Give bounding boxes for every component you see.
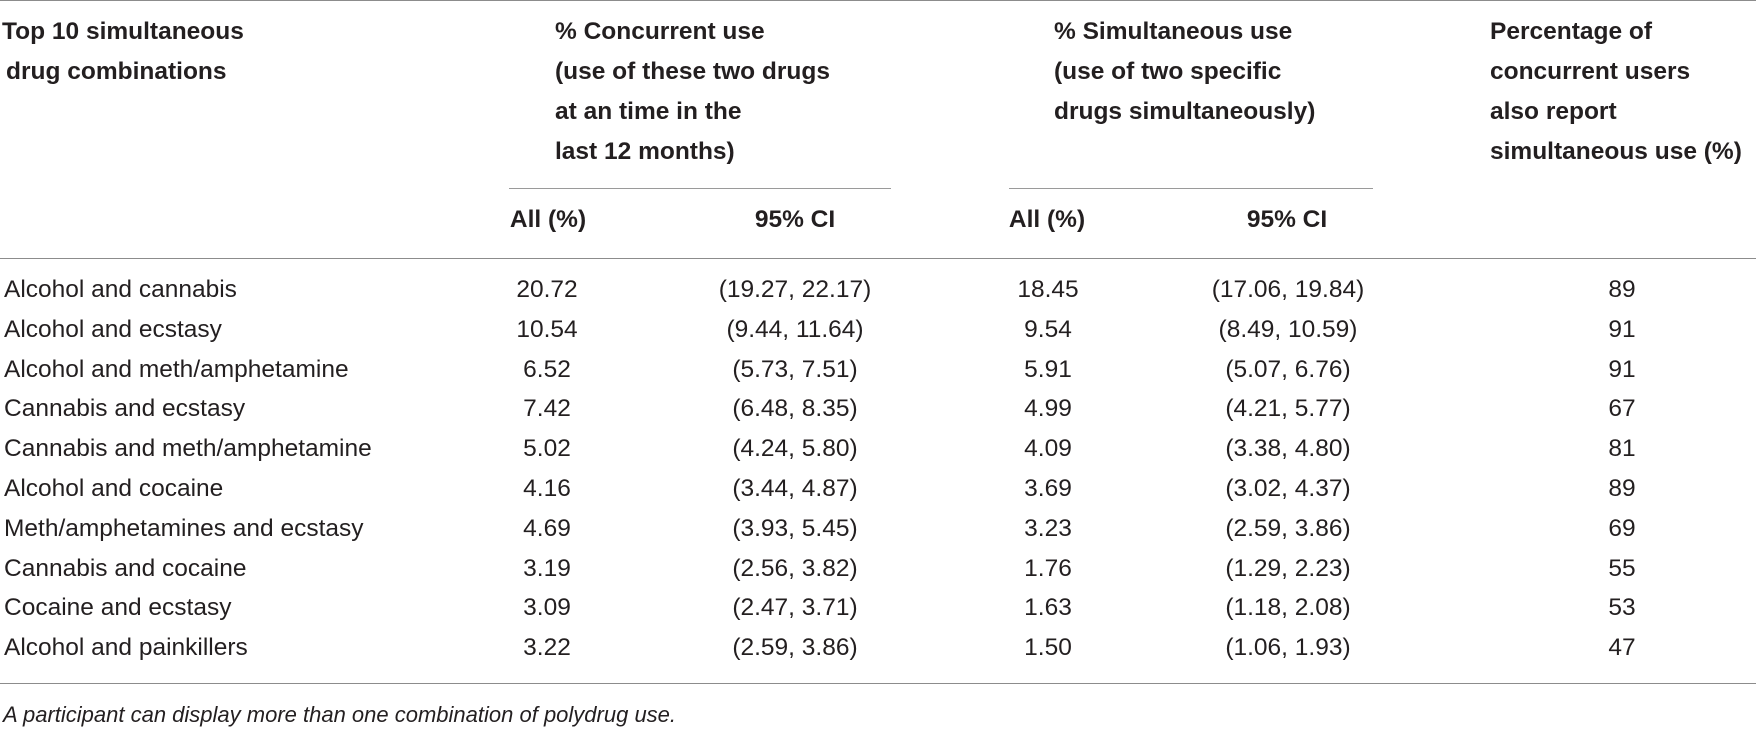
header-simultaneous-line-2: (use of two specific <box>1054 58 1282 85</box>
cell-simultaneous-ci: (17.06, 19.84) <box>1211 276 1365 303</box>
header-simultaneous: % Simultaneous use (use of two specific … <box>1054 12 1315 132</box>
cell-concurrent-all: 10.54 <box>516 315 578 343</box>
cell-simultaneous-ci: (1.29, 2.23) <box>1225 554 1351 582</box>
cell-concurrent-all: 7.42 <box>523 395 571 423</box>
table-row: Alcohol and ecstasy 10.54 (9.44, 11.64) 9.5… <box>0 310 1756 350</box>
header-concurrent-line-3: at an time in the <box>555 98 742 125</box>
cell-combination: Cocaine and ecstasy <box>4 594 232 622</box>
cell-simultaneous-all: 1.76 <box>1024 554 1072 582</box>
cell-combination: Cannabis and cocaine <box>4 554 247 582</box>
cell-simultaneous-all: 5.91 <box>1024 355 1072 383</box>
header-combination: Top 10 simultaneous drug combinations <box>2 12 244 92</box>
header-simultaneous-line-3: drugs simultaneously) <box>1054 98 1316 125</box>
subheader-simultaneous-all: All (%) <box>1008 206 1086 233</box>
cell-concurrent-ci: (3.93, 5.45) <box>732 514 858 542</box>
header-percentage-line-4: simultaneous use (%) <box>1490 138 1742 165</box>
table-bottom-rule <box>0 683 1756 684</box>
top-rule <box>0 0 1756 1</box>
cell-concurrent-all: 4.16 <box>523 475 571 502</box>
cell-combination: Alcohol and painkillers <box>4 634 248 662</box>
cell-concurrent-ci: (5.73, 7.51) <box>732 355 858 383</box>
cell-simultaneous-ci: (4.21, 5.77) <box>1225 395 1351 423</box>
cell-concurrent-all: 3.09 <box>523 594 571 622</box>
cell-simultaneous-ci: (8.49, 10.59) <box>1218 315 1358 343</box>
cell-concurrent-all: 5.02 <box>523 435 571 463</box>
cell-concurrent-ci: (6.48, 8.35) <box>732 395 858 423</box>
cell-simultaneous-ci: (1.06, 1.93) <box>1225 634 1351 662</box>
cell-combination: Alcohol and meth/amphetamine <box>4 355 349 383</box>
cell-simultaneous-all: 1.50 <box>1024 634 1072 662</box>
cell-percentage: 91 <box>1608 355 1636 383</box>
header-concurrent-line-1: % Concurrent use <box>555 18 765 45</box>
cell-percentage: 91 <box>1608 315 1636 343</box>
table-footnote: A participant can display more than one … <box>3 702 677 727</box>
cell-concurrent-all: 20.72 <box>516 276 578 303</box>
header-percentage: Percentage of concurrent users also repo… <box>1490 12 1742 172</box>
cell-simultaneous-all: 3.69 <box>1024 475 1072 502</box>
cell-simultaneous-all: 4.09 <box>1024 435 1072 463</box>
cell-simultaneous-ci: (3.38, 4.80) <box>1225 435 1351 463</box>
cell-percentage: 47 <box>1608 634 1636 662</box>
cell-simultaneous-ci: (1.18, 2.08) <box>1225 594 1351 622</box>
cell-simultaneous-ci: (3.02, 4.37) <box>1225 475 1351 502</box>
cell-concurrent-ci: (3.44, 4.87) <box>732 475 858 502</box>
cell-simultaneous-all: 4.99 <box>1024 395 1072 423</box>
cell-concurrent-ci: (9.44, 11.64) <box>726 315 864 343</box>
table-row: Cannabis and ecstasy 7.42 (6.48, 8.35) 4.99… <box>0 389 1756 429</box>
header-combination-line-1: Top 10 simultaneous <box>2 18 244 45</box>
header-percentage-line-2: concurrent users <box>1490 58 1691 85</box>
cell-simultaneous-ci: (2.59, 3.86) <box>1225 514 1351 542</box>
table-row: Alcohol and painkillers 3.22 (2.59, 3.86) 1… <box>0 628 1756 668</box>
cell-combination: Cannabis and ecstasy <box>4 395 246 423</box>
subheader-simultaneous-ci: 95% CI <box>1246 206 1328 233</box>
cell-simultaneous-all: 3.23 <box>1024 514 1072 542</box>
cell-concurrent-all: 3.19 <box>523 554 571 582</box>
cell-concurrent-ci: (2.47, 3.71) <box>732 594 858 622</box>
table-row: Cannabis and meth/amphetamine 5.02 (4.24, … <box>0 429 1756 469</box>
cell-concurrent-ci: (2.56, 3.82) <box>732 554 858 582</box>
cell-percentage: 89 <box>1608 475 1636 502</box>
cell-simultaneous-all: 18.45 <box>1017 276 1079 303</box>
cell-combination: Cannabis and meth/amphetamine <box>4 435 372 463</box>
cell-percentage: 81 <box>1608 435 1636 463</box>
header-percentage-line-3: also report <box>1490 98 1617 125</box>
table-row: Cocaine and ecstasy 3.09 (2.47, 3.71) 1.63 (… <box>0 588 1756 628</box>
header-simultaneous-line-1: % Simultaneous use <box>1054 18 1293 45</box>
table-row: Alcohol and cocaine 4.16 (3.44, 4.87) 3.69 (… <box>0 469 1756 509</box>
cell-combination: Alcohol and cannabis <box>4 276 237 303</box>
cell-combination: Meth/amphetamines and ecstasy <box>4 514 364 542</box>
header-percentage-line-1: Percentage of <box>1490 18 1653 45</box>
table-row: Alcohol and cannabis 20.72 (19.27, 22.17) 1… <box>0 270 1756 310</box>
table-row: Meth/amphetamines and ecstasy 4.69 (3.93, … <box>0 509 1756 549</box>
cell-percentage: 55 <box>1608 554 1636 582</box>
cell-concurrent-all: 4.69 <box>523 514 571 542</box>
header-concurrent-line-4: last 12 months) <box>555 138 735 165</box>
cell-combination: Alcohol and ecstasy <box>4 315 222 343</box>
header-bottom-rule <box>0 258 1756 259</box>
cell-concurrent-all: 3.22 <box>523 634 571 662</box>
cell-percentage: 69 <box>1608 514 1636 542</box>
cell-simultaneous-ci: (5.07, 6.76) <box>1225 355 1351 383</box>
cell-concurrent-ci: (2.59, 3.86) <box>732 634 858 662</box>
header-concurrent: % Concurrent use (use of these two drugs… <box>555 12 830 172</box>
cell-concurrent-ci: (4.24, 5.80) <box>732 435 858 463</box>
simultaneous-group-rule <box>1009 188 1373 189</box>
header-concurrent-line-2: (use of these two drugs <box>555 58 830 85</box>
cell-simultaneous-all: 9.54 <box>1024 315 1072 343</box>
cell-simultaneous-all: 1.63 <box>1024 594 1072 622</box>
subheader-concurrent-ci: 95% CI <box>754 206 836 233</box>
cell-percentage: 89 <box>1608 276 1636 303</box>
cell-concurrent-ci: (19.27, 22.17) <box>718 276 872 303</box>
cell-percentage: 67 <box>1608 395 1636 423</box>
cell-percentage: 53 <box>1608 594 1636 622</box>
table-row: Cannabis and cocaine 3.19 (2.56, 3.82) 1.76… <box>0 549 1756 589</box>
concurrent-group-rule <box>509 188 891 189</box>
table-row: Alcohol and meth/amphetamine 6.52 (5.73, 7… <box>0 350 1756 390</box>
cell-combination: Alcohol and cocaine <box>4 475 224 502</box>
header-combination-line-2: drug combinations <box>6 58 227 85</box>
subheader-concurrent-all: All (%) <box>509 206 587 233</box>
cell-concurrent-all: 6.52 <box>523 355 571 383</box>
